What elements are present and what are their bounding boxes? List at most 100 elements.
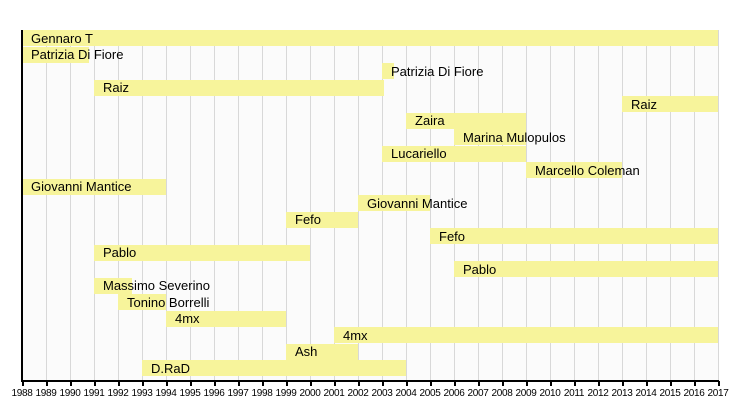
year-tick-label: 2012 bbox=[587, 388, 609, 399]
year-gridline bbox=[310, 30, 311, 380]
year-gridline bbox=[334, 30, 335, 380]
axis-tick bbox=[286, 381, 288, 386]
timeline-bar bbox=[94, 79, 385, 96]
bar-label: Zaira bbox=[415, 113, 445, 128]
year-tick-label: 2015 bbox=[659, 388, 681, 399]
timeline-bar bbox=[22, 178, 166, 195]
axis-tick bbox=[478, 381, 480, 386]
year-gridline bbox=[70, 30, 71, 380]
year-gridline bbox=[262, 30, 263, 380]
bar-label: Ash bbox=[295, 344, 318, 359]
axis-tick bbox=[574, 381, 576, 386]
bar-label: Fefo bbox=[295, 212, 322, 227]
year-tick-label: 2013 bbox=[611, 388, 633, 399]
axis-tick bbox=[646, 381, 648, 386]
y-axis-line bbox=[20, 30, 23, 381]
axis-tick bbox=[694, 381, 696, 386]
bar-label: Giovanni Mantice bbox=[367, 195, 468, 211]
axis-tick bbox=[502, 381, 504, 386]
axis-tick bbox=[118, 381, 120, 386]
timeline-bar bbox=[382, 145, 526, 162]
bar-label: Patrizia Di Fiore bbox=[391, 63, 484, 79]
year-gridline bbox=[718, 30, 719, 380]
year-gridline bbox=[46, 30, 47, 380]
year-tick-label: 1988 bbox=[11, 388, 33, 399]
year-gridline bbox=[94, 30, 95, 380]
axis-tick bbox=[430, 381, 432, 386]
bar-label: Massimo Severino bbox=[103, 278, 210, 293]
bar-label: Raiz bbox=[631, 96, 658, 112]
axis-tick bbox=[550, 381, 552, 386]
year-tick-label: 1990 bbox=[59, 388, 81, 399]
timeline-bar bbox=[526, 162, 622, 178]
axis-tick bbox=[310, 381, 312, 386]
year-tick-label: 2005 bbox=[419, 388, 441, 399]
year-tick-label: 2014 bbox=[635, 388, 657, 399]
year-tick-label: 2003 bbox=[371, 388, 393, 399]
timeline-bar bbox=[286, 211, 358, 228]
year-gridline bbox=[286, 30, 287, 380]
year-tick-label: 1994 bbox=[155, 388, 177, 399]
year-tick-label: 2004 bbox=[395, 388, 417, 399]
year-tick-label: 2001 bbox=[323, 388, 345, 399]
year-gridline bbox=[574, 30, 575, 380]
year-gridline bbox=[670, 30, 671, 380]
year-tick-label: 2009 bbox=[515, 388, 537, 399]
axis-tick bbox=[22, 381, 24, 386]
axis-tick bbox=[382, 381, 384, 386]
axis-tick bbox=[406, 381, 408, 386]
axis-tick bbox=[670, 381, 672, 386]
year-tick-label: 1991 bbox=[83, 388, 105, 399]
year-gridline bbox=[478, 30, 479, 380]
year-tick-label: 2017 bbox=[707, 388, 729, 399]
year-gridline bbox=[646, 30, 647, 380]
year-tick-label: 1989 bbox=[35, 388, 57, 399]
timeline-bar bbox=[286, 343, 358, 360]
bar-label: Giovanni Mantice bbox=[31, 179, 132, 194]
bar-label: 4mx bbox=[343, 327, 368, 343]
bar-label: Lucariello bbox=[391, 146, 447, 161]
year-gridline bbox=[454, 30, 455, 380]
axis-tick bbox=[718, 381, 720, 386]
axis-tick bbox=[598, 381, 600, 386]
axis-tick bbox=[454, 381, 456, 386]
timeline-bar bbox=[430, 228, 718, 244]
bar-label: Marcello Coleman bbox=[535, 162, 640, 178]
year-tick-label: 2011 bbox=[563, 388, 585, 399]
year-gridline bbox=[598, 30, 599, 380]
timeline-bar bbox=[22, 30, 718, 46]
year-gridline bbox=[22, 30, 23, 380]
timeline-bar bbox=[454, 261, 718, 277]
year-gridline bbox=[622, 30, 623, 380]
x-axis-line bbox=[20, 380, 719, 382]
timeline-bar bbox=[166, 310, 286, 327]
year-tick-label: 2002 bbox=[347, 388, 369, 399]
year-tick-label: 1992 bbox=[107, 388, 129, 399]
timeline-bar bbox=[142, 360, 406, 376]
timeline-bar bbox=[358, 195, 430, 211]
axis-tick bbox=[334, 381, 336, 386]
year-tick-label: 2016 bbox=[683, 388, 705, 399]
axis-tick bbox=[622, 381, 624, 386]
bar-label: Gennaro T bbox=[31, 30, 93, 46]
year-gridline bbox=[166, 30, 167, 380]
timeline-bar bbox=[334, 327, 718, 343]
year-gridline bbox=[430, 30, 431, 380]
year-tick-label: 1993 bbox=[131, 388, 153, 399]
year-gridline bbox=[214, 30, 215, 380]
year-tick-label: 2000 bbox=[299, 388, 321, 399]
axis-tick bbox=[142, 381, 144, 386]
axis-tick bbox=[526, 381, 528, 386]
bar-label: Fefo bbox=[439, 228, 466, 244]
year-tick-label: 1998 bbox=[251, 388, 273, 399]
timeline-bar bbox=[622, 96, 718, 112]
year-gridline bbox=[526, 30, 527, 380]
year-gridline bbox=[694, 30, 695, 380]
axis-tick bbox=[70, 381, 72, 386]
year-tick-label: 2010 bbox=[539, 388, 561, 399]
axis-tick bbox=[46, 381, 48, 386]
axis-tick bbox=[214, 381, 216, 386]
axis-tick bbox=[238, 381, 240, 386]
year-tick-label: 2007 bbox=[467, 388, 489, 399]
bar-label: Raiz bbox=[103, 80, 130, 95]
